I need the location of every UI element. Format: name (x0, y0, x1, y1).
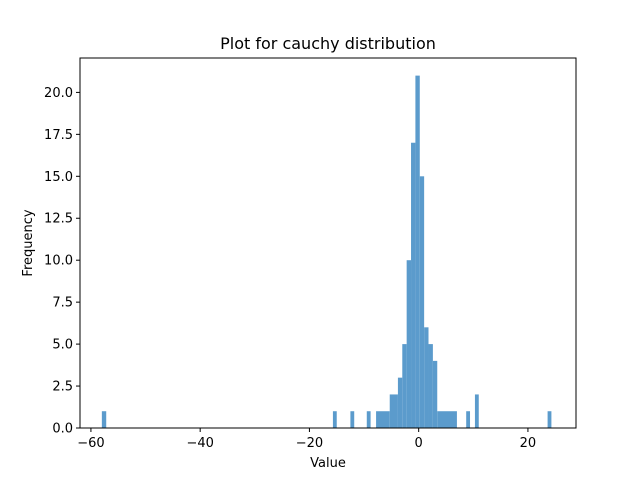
histogram-bar (366, 411, 371, 428)
histogram-bar (428, 344, 433, 428)
plot-frame (79, 57, 577, 429)
x-tick-label: 0 (415, 436, 423, 451)
x-tick-label: 20 (520, 436, 537, 451)
bars-group (101, 75, 552, 429)
histogram-bar (432, 360, 438, 428)
histogram-bar (406, 260, 412, 428)
x-tick-label: −60 (77, 436, 104, 451)
histogram-bar (419, 176, 425, 428)
y-tick-label: 2.5 (52, 380, 73, 395)
y-tick-label: 20.0 (44, 86, 73, 101)
histogram-bar (415, 75, 420, 429)
histogram-bar (466, 411, 471, 428)
x-axis-label: Value (310, 456, 346, 471)
histogram-bar (437, 411, 457, 428)
x-axis-ticks: −60 −40 −20 0 20 (77, 428, 536, 451)
histogram-bar (389, 394, 398, 428)
y-tick-label: 0.0 (52, 422, 73, 437)
y-tick-label: 17.5 (44, 128, 73, 143)
y-tick-label: 12.5 (44, 212, 73, 227)
histogram-bar (547, 411, 552, 428)
histogram-bar (474, 394, 479, 428)
y-axis-label: Frequency (21, 209, 36, 276)
histogram-bar (424, 327, 429, 428)
y-tick-label: 5.0 (52, 338, 73, 353)
y-tick-label: 10.0 (44, 254, 73, 269)
x-tick-label: −40 (186, 436, 213, 451)
histogram-bar (397, 377, 403, 428)
histogram-bar (411, 142, 416, 429)
histogram-bar (402, 344, 407, 428)
histogram-bar (350, 411, 355, 428)
histogram-bar (376, 411, 390, 428)
chart-title: Plot for cauchy distribution (220, 34, 436, 53)
x-tick-label: −20 (296, 436, 323, 451)
y-tick-label: 7.5 (52, 296, 73, 311)
y-tick-label: 15.0 (44, 170, 73, 185)
y-axis-ticks: 0.0 2.5 5.0 7.5 10.0 12.5 15.0 17.5 20.0 (44, 86, 80, 437)
histogram-bar (332, 411, 337, 428)
histogram-bar (101, 411, 107, 428)
